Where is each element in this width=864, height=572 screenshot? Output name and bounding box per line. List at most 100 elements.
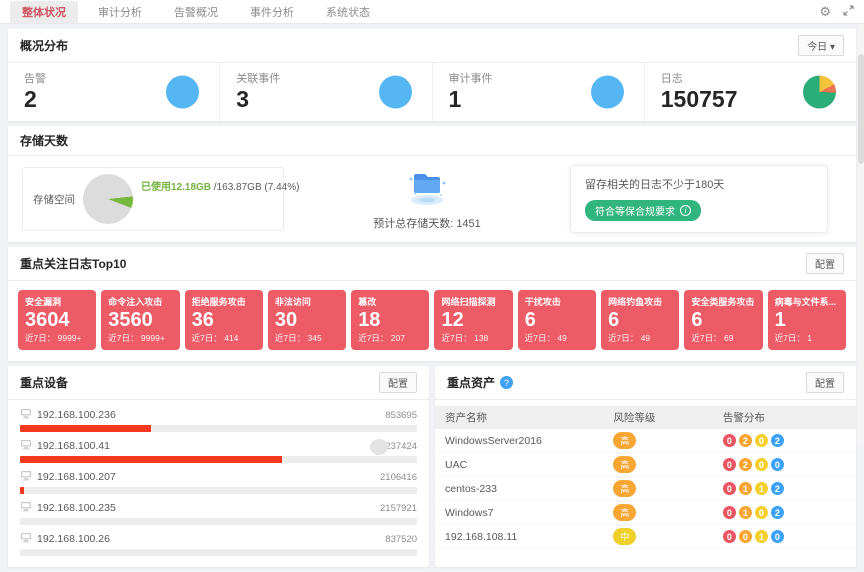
storage-space-card: 存储空间 已使用12.18GB /163.87GB (7.44%) [22, 167, 284, 231]
log-card-recent: 近7日： 345 [275, 332, 339, 344]
asset-name: UAC [435, 453, 603, 477]
alert-count-badge: 0 [739, 530, 752, 543]
top-logs-config-button[interactable]: 配置 [806, 253, 844, 274]
log-card-title: 篡改 [358, 295, 422, 308]
asset-name: Windows7 [435, 501, 603, 525]
tab-3[interactable]: 事件分析 [238, 1, 306, 23]
alert-count-badge: 2 [739, 458, 752, 471]
tab-4[interactable]: 系统状态 [314, 1, 382, 23]
asset-risk-cell: 中 [603, 525, 712, 549]
recent-label: 近7日： [108, 333, 138, 343]
storage-days-text: 预计总存储天数: 1451 [373, 215, 481, 231]
asset-name: centos-233 [435, 477, 603, 501]
device-log-count: 837520 [385, 534, 417, 545]
computer-icon [20, 439, 32, 453]
period-select[interactable]: 今日 ▾ [798, 35, 844, 56]
recent-label: 近7日： [441, 333, 471, 343]
recent-value: 1 [807, 333, 812, 343]
overview-title: 概况分布 [20, 37, 68, 54]
storage-days-block: 预计总存储天数: 1451 [302, 167, 552, 231]
risk-badge: 高 [613, 504, 636, 521]
chevron-down-icon: ▾ [830, 42, 835, 53]
log-card-title: 网络扫描探测 [441, 295, 505, 308]
gear-icon[interactable]: ⚙ [819, 5, 831, 18]
tab-0[interactable]: 整体状况 [10, 1, 78, 23]
alert-count-badge: 1 [755, 530, 768, 543]
devices-config-button[interactable]: 配置 [379, 372, 417, 393]
log-card-value: 36 [192, 308, 256, 332]
log-card-title: 干扰攻击 [525, 295, 589, 308]
blue-circle-icon [166, 76, 199, 109]
tab-list: 整体状况审计分析告警概况事件分析系统状态 [10, 1, 382, 23]
asset-risk-cell: 高 [603, 501, 712, 525]
log-card-title: 拒绝服务攻击 [192, 295, 256, 308]
recent-value: 138 [474, 333, 488, 343]
compliance-badge[interactable]: 符合等保合规要求 i [585, 200, 701, 221]
log-card-value: 1 [775, 308, 839, 332]
expand-icon[interactable] [843, 5, 854, 19]
alert-count-badge: 1 [739, 482, 752, 495]
recent-label: 近7日： [525, 333, 555, 343]
recent-value: 207 [391, 333, 405, 343]
storage-body: 存储空间 已使用12.18GB /163.87GB (7.44%) [8, 156, 856, 242]
log-card-recent: 近7日： 9999+ [25, 332, 89, 344]
storage-title: 存储天数 [20, 132, 68, 149]
alert-count-badge: 0 [723, 482, 736, 495]
tab-1[interactable]: 审计分析 [86, 1, 154, 23]
help-icon[interactable]: ? [500, 376, 513, 389]
scrollbar-track[interactable] [858, 24, 864, 447]
alert-count-badge: 2 [771, 482, 784, 495]
log-card-value: 6 [608, 308, 672, 332]
log-card-title: 安全类服务攻击 [691, 295, 755, 308]
assets-config-button[interactable]: 配置 [806, 372, 844, 393]
storage-header: 存储天数 [8, 126, 856, 156]
device-bar-fill [20, 487, 24, 494]
folder-icon [401, 167, 453, 212]
top-logs-title: 重点关注日志Top10 [20, 255, 126, 272]
device-ip: 192.168.100.207 [37, 471, 116, 483]
tab-2[interactable]: 告警概况 [162, 1, 230, 23]
alert-count-badge: 0 [771, 530, 784, 543]
scrollbar-thumb[interactable] [858, 54, 864, 164]
compliance-note-text: 留存相关的日志不少于180天 [585, 176, 813, 192]
storage-section: 存储天数 存储空间 已使用12.18GB /163.87GB (7.44%) [8, 126, 856, 242]
computer-icon [20, 501, 32, 515]
device-bar-track [20, 549, 417, 556]
device-bar-fill [20, 425, 151, 432]
assets-header: 重点资产 ? 配置 [435, 366, 856, 400]
device-bar-track [20, 456, 417, 463]
log-card-recent: 近7日： 69 [691, 332, 755, 344]
